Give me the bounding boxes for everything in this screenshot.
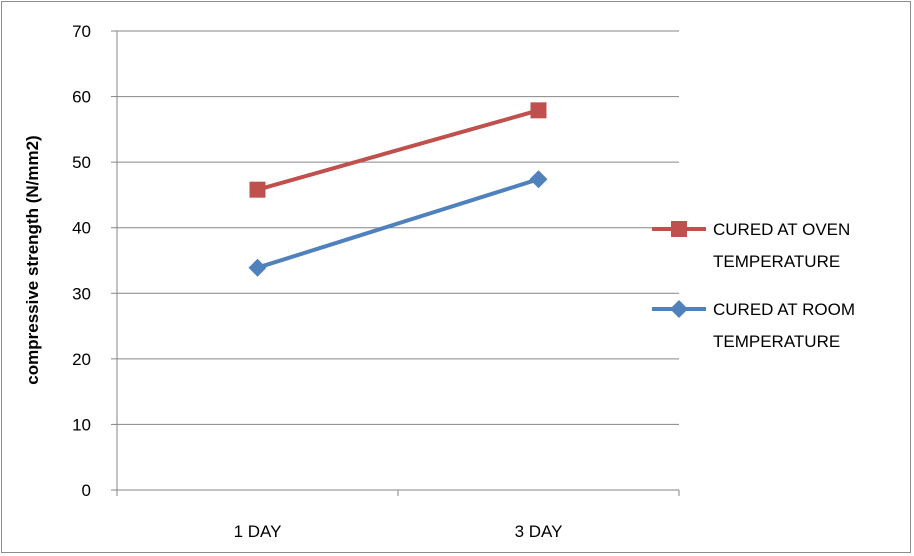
axes: compressive strength (N/mm2) 0 10 20 30 40 50… — [23, 22, 680, 541]
y-tick-label: 30 — [72, 284, 91, 303]
data-point-marker — [248, 258, 267, 277]
legend-label: TEMPERATURE — [713, 252, 840, 271]
legend-item-1: CURED AT ROOM TEMPERATURE — [652, 300, 855, 351]
series-layer — [248, 102, 548, 277]
y-tick-label: 10 — [72, 415, 91, 434]
series-line — [256, 177, 540, 270]
y-tick-label: 50 — [72, 153, 91, 172]
y-axis-title: compressive strength (N/mm2) — [23, 135, 42, 384]
legend-swatch-marker — [670, 300, 688, 318]
legend-label: TEMPERATURE — [713, 332, 840, 351]
y-tick-label: 0 — [82, 481, 91, 500]
legend-label: CURED AT ROOM — [713, 300, 855, 319]
legend-item-0: CURED AT OVEN TEMPERATURE — [652, 220, 850, 271]
series-0 — [249, 102, 547, 198]
series-line — [256, 108, 540, 192]
y-tick-label: 20 — [72, 350, 91, 369]
x-tick-label: 3 DAY — [515, 522, 563, 541]
y-tick-label: 40 — [72, 219, 91, 238]
data-point-marker — [530, 102, 547, 119]
y-tick-label: 70 — [72, 22, 91, 41]
data-point-marker — [249, 181, 266, 198]
x-tick-label: 1 DAY — [234, 522, 282, 541]
y-tick-label: 60 — [72, 88, 91, 107]
gridlines — [117, 30, 679, 425]
data-point-marker — [529, 170, 548, 189]
legend: CURED AT OVEN TEMPERATURE CURED AT ROOM TEM… — [652, 220, 855, 351]
legend-swatch-marker — [671, 221, 687, 237]
legend-label: CURED AT OVEN — [713, 220, 850, 239]
series-1 — [248, 170, 548, 277]
